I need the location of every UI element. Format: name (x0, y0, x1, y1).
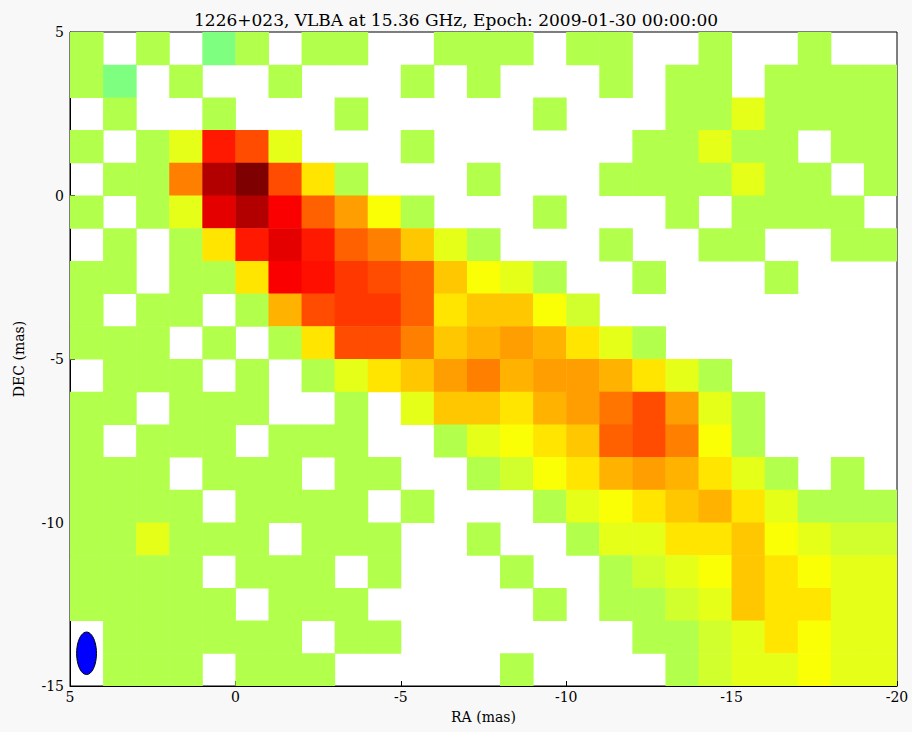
svg-text:5: 5 (55, 24, 64, 40)
svg-text:DEC (mas): DEC (mas) (11, 321, 27, 397)
svg-text:0: 0 (55, 188, 64, 204)
svg-text:-15: -15 (41, 678, 64, 694)
svg-text:RA (mas): RA (mas) (451, 709, 516, 725)
svg-text:-10: -10 (41, 515, 64, 531)
svg-text:-5: -5 (50, 351, 64, 367)
svg-text:-10: -10 (555, 689, 578, 705)
svg-text:0: 0 (231, 689, 240, 705)
svg-text:-15: -15 (720, 689, 743, 705)
svg-text:-20: -20 (886, 689, 909, 705)
svg-text:-5: -5 (394, 689, 408, 705)
svg-text:1226+023, VLBA at 15.36 GHz, E: 1226+023, VLBA at 15.36 GHz, Epoch: 2009… (194, 10, 718, 30)
svg-text:5: 5 (66, 689, 75, 705)
